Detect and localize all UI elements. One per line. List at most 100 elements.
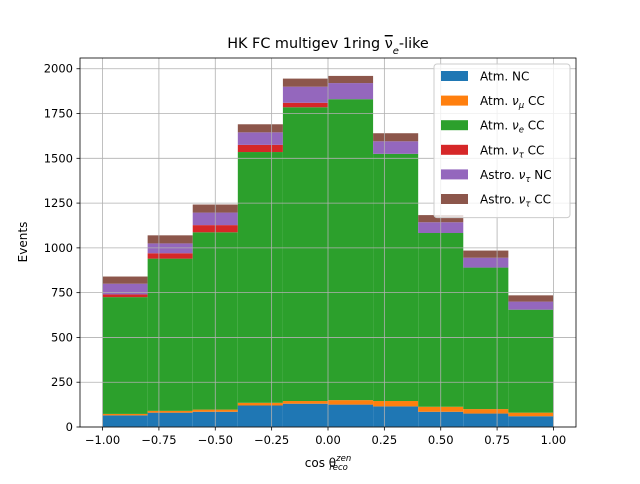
legend-swatch-3 (441, 144, 468, 155)
x-tick-label-7: 0.75 (484, 433, 510, 447)
y-tick-label-3: 750 (51, 286, 73, 300)
bar-bin4-series0 (282, 403, 328, 427)
x-tick-label-3: −0.25 (254, 433, 289, 447)
x-tick-label-1: −0.75 (141, 433, 176, 447)
bar-bin8-series2 (463, 267, 509, 410)
bar-bin5-series1 (328, 400, 374, 405)
legend-label-post-5: CC (530, 193, 551, 207)
bar-bin8-series4 (463, 257, 509, 268)
bar-bin0-series0 (102, 415, 148, 427)
legend-label-3: Atm. ντ CC (480, 143, 544, 160)
legend-label-1: Atm. νμ CC (480, 94, 545, 111)
legend-label-main-0: Atm. NC (480, 70, 529, 84)
legend-label-nu-3: ν (512, 143, 519, 157)
title-nu: ν (385, 36, 393, 52)
bar-bin6-series5 (373, 133, 419, 142)
legend-swatch-4 (441, 169, 468, 180)
bar-bin4-series1 (282, 401, 328, 404)
x-tick-label-4: 0.00 (315, 433, 341, 447)
bar-bin3-series1 (237, 402, 283, 406)
x-tick-label-0: −1.00 (85, 433, 120, 447)
bar-bin5-series4 (328, 83, 374, 100)
legend-label-main-5: Astro. (480, 193, 519, 207)
bar-bin0-series3 (102, 294, 148, 298)
bar-bin0-series1 (102, 413, 148, 416)
legend-label-post-1: CC (524, 94, 545, 108)
bar-bin9-series0 (508, 416, 554, 427)
legend-label-main-2: Atm. (480, 119, 512, 133)
bar-bin3-series3 (237, 144, 283, 153)
x-axis-label-sup: zen (335, 454, 351, 464)
bar-bin9-series2 (508, 309, 554, 413)
legend-label-0: Atm. NC (480, 70, 529, 84)
bar-bin6-series2 (373, 153, 419, 402)
x-tick-label-2: −0.50 (198, 433, 233, 447)
bar-bin1-series5 (147, 235, 193, 244)
bar-bin4-series3 (282, 102, 328, 108)
legend-label-main-3: Atm. (480, 143, 512, 157)
legend-label-5: Astro. ντ CC (480, 193, 551, 210)
bar-bin0-series4 (102, 283, 148, 295)
y-tick-label-1: 250 (51, 375, 73, 389)
legend-label-sub-4: τ (525, 175, 531, 185)
legend-label-sub-3: τ (519, 150, 525, 160)
bar-bin9-series5 (508, 295, 554, 302)
legend-label-post-2: CC (524, 119, 545, 133)
title-suffix: -like (399, 36, 429, 52)
x-tick-label-5: 0.25 (372, 433, 398, 447)
legend-label-nu-2: ν (512, 119, 519, 133)
x-tick-label-6: 0.50 (428, 433, 454, 447)
bar-bin1-series1 (147, 410, 193, 413)
x-axis-label: cos θzen reco (305, 454, 351, 473)
bar-bin4-series4 (282, 86, 328, 103)
legend-label-post-4: NC (530, 168, 551, 182)
legend-label-nu-4: ν (519, 168, 526, 182)
legend-label-sub-2: e (519, 126, 524, 136)
legend-label-2: Atm. νe CC (480, 119, 545, 136)
chart-title: HK FC multigev 1ring νe-like (227, 36, 429, 57)
legend-swatch-2 (441, 120, 468, 131)
x-axis-label-sub: reco (329, 463, 348, 473)
y-tick-label-2: 500 (51, 330, 73, 344)
legend-label-main-4: Astro. (480, 168, 519, 182)
y-tick-label-8: 2000 (44, 62, 73, 76)
bar-bin1-series2 (147, 258, 193, 411)
title-sub: e (393, 46, 399, 57)
bar-bin4-series5 (282, 78, 328, 87)
legend-swatch-1 (441, 95, 468, 106)
legend-swatch-5 (441, 194, 468, 204)
bar-bin5-series5 (328, 75, 374, 84)
bar-bin0-series2 (102, 297, 148, 414)
legend-label-sub-1: μ (518, 101, 525, 111)
bar-bin8-series1 (463, 409, 509, 414)
y-tick-label-6: 1500 (44, 151, 73, 165)
bar-bin3-series4 (237, 132, 283, 145)
x-axis-label-main: cos θ (305, 456, 336, 470)
legend-label-nu-5: ν (519, 193, 526, 207)
title-prefix: HK FC multigev 1ring (227, 36, 385, 52)
bar-bin3-series2 (237, 152, 283, 403)
legend-label-post-3: CC (524, 143, 545, 157)
y-tick-label-4: 1000 (44, 241, 73, 255)
bar-bin8-series5 (463, 250, 509, 258)
bar-bin4-series2 (282, 107, 328, 402)
bar-bin1-series0 (147, 412, 193, 427)
y-tick-label-7: 1750 (44, 107, 73, 121)
bar-bin0-series5 (102, 276, 148, 284)
y-tick-label-0: 0 (66, 420, 73, 434)
bar-bin3-series0 (237, 405, 283, 427)
legend-label-main-1: Atm. (480, 94, 512, 108)
bar-bin6-series1 (373, 401, 419, 407)
bar-bin6-series0 (373, 406, 419, 427)
bar-bin5-series0 (328, 404, 374, 427)
bar-bin1-series3 (147, 253, 193, 259)
bar-bin6-series4 (373, 141, 419, 154)
bar-bin3-series5 (237, 124, 283, 133)
legend-swatch-0 (441, 71, 468, 81)
bar-bin9-series4 (508, 301, 554, 310)
bar-bin9-series1 (508, 412, 554, 417)
bar-bin8-series0 (463, 413, 509, 427)
